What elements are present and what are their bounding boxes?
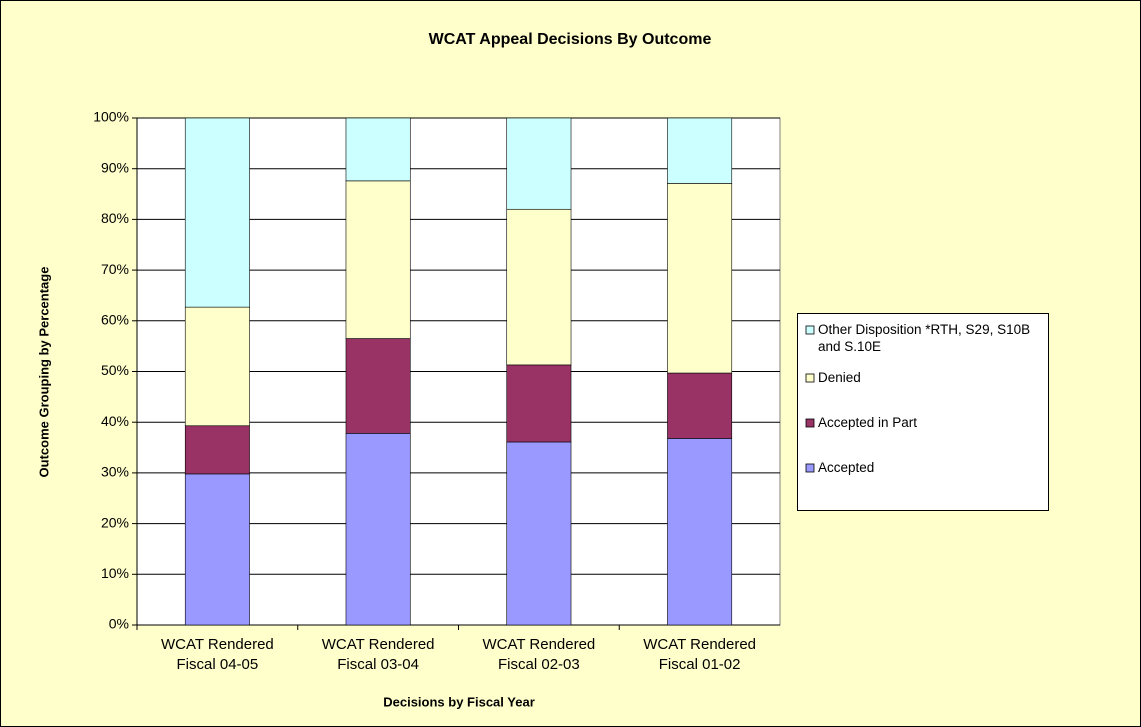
x-tick-label: WCAT Rendered Fiscal 01-02 <box>643 636 757 673</box>
bar-segment <box>345 117 411 182</box>
x-tick-label: WCAT Rendered Fiscal 04-05 <box>160 636 274 673</box>
y-tick-label: 30% <box>101 464 129 480</box>
legend-label: Accepted <box>818 460 875 475</box>
y-tick-label: 20% <box>101 514 129 530</box>
x-tick-label: WCAT Rendered Fiscal 03-04 <box>321 636 435 673</box>
x-tick-label: WCAT Rendered Fiscal 02-03 <box>482 636 596 673</box>
y-tick-label: 70% <box>101 261 129 277</box>
y-axis-title: Outcome Grouping by Percentage <box>36 267 51 478</box>
y-tick-label: 90% <box>101 159 129 175</box>
bar-segment <box>667 438 733 626</box>
bar-segment <box>184 117 250 308</box>
legend-swatch <box>805 418 815 428</box>
bar-segment <box>667 117 733 184</box>
bar-segment <box>345 180 411 339</box>
legend-label: Denied <box>818 370 861 385</box>
y-tick-label: 0% <box>109 616 129 632</box>
y-tick-label: 80% <box>101 210 129 226</box>
legend-label: Other Disposition *RTH, S29, S10B and S.… <box>818 322 1031 354</box>
bar-segment <box>184 473 250 626</box>
y-tick-label: 60% <box>101 312 129 328</box>
x-axis-title: Decisions by Fiscal Year <box>383 694 535 709</box>
chart-title: WCAT Appeal Decisions By Outcome <box>429 31 712 48</box>
y-tick-label: 40% <box>101 413 129 429</box>
bar-segment <box>667 372 733 439</box>
legend-label: Accepted in Part <box>818 415 918 430</box>
bar-segment <box>184 425 250 475</box>
bar-segment <box>506 208 572 366</box>
bar-segment <box>345 433 411 626</box>
bar-segment <box>506 117 572 210</box>
y-tick-label: 100% <box>93 109 129 125</box>
y-tick-label: 10% <box>101 565 129 581</box>
bar-segment <box>184 306 250 427</box>
bar-segment <box>667 183 733 374</box>
bar-segment <box>506 441 572 626</box>
bar-segment <box>345 338 411 434</box>
legend-box <box>797 313 1049 511</box>
legend-swatch <box>805 463 815 473</box>
legend-swatch <box>805 373 815 383</box>
y-tick-label: 50% <box>101 362 129 378</box>
legend-swatch <box>805 325 815 335</box>
bar-segment <box>506 364 572 443</box>
